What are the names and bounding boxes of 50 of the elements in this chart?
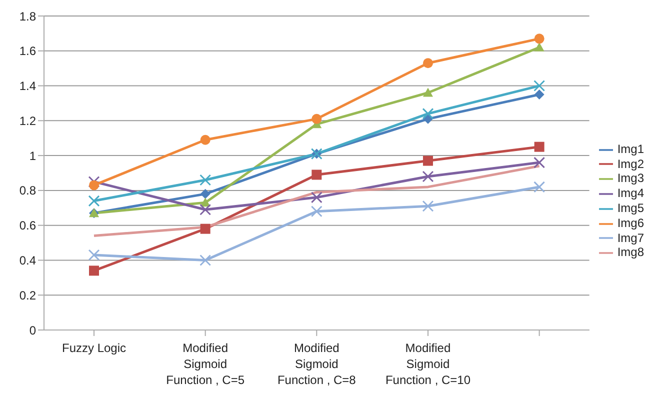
legend-label: Img7 bbox=[617, 230, 644, 245]
point bbox=[534, 90, 544, 100]
y-tick-label: 1.2 bbox=[19, 114, 36, 128]
y-tick-label: 0.8 bbox=[19, 184, 36, 198]
point bbox=[534, 156, 546, 168]
point bbox=[422, 58, 433, 68]
line-series bbox=[92, 164, 541, 238]
y-tick-label: 0.2 bbox=[19, 288, 36, 302]
y-tick-label: 1.6 bbox=[19, 44, 36, 58]
point bbox=[422, 200, 434, 212]
point bbox=[312, 170, 322, 180]
legend-label: Img3 bbox=[617, 171, 644, 186]
point bbox=[534, 142, 544, 152]
point bbox=[200, 224, 210, 234]
point bbox=[200, 174, 212, 186]
point bbox=[422, 156, 433, 166]
point bbox=[422, 108, 434, 120]
y-tick-label: 0 bbox=[29, 323, 36, 338]
x-tick-label: Fuzzy Logic bbox=[62, 341, 126, 355]
point bbox=[422, 88, 433, 97]
point bbox=[312, 114, 322, 124]
legend-label: Img6 bbox=[617, 216, 644, 230]
point bbox=[200, 188, 210, 199]
x-tick-label: Modified Sigmoid Function , C=8 bbox=[277, 341, 356, 387]
point bbox=[534, 42, 544, 52]
legend-label: Img2 bbox=[617, 156, 644, 171]
point bbox=[310, 192, 322, 204]
y-tick-label: 0.6 bbox=[19, 218, 36, 233]
point bbox=[310, 206, 322, 218]
point bbox=[422, 170, 434, 182]
legend-label: Img1 bbox=[617, 142, 644, 156]
y-tick-label: 1.4 bbox=[19, 79, 36, 94]
x-tick-label: Modified Sigmoid Function , C=10 bbox=[385, 341, 471, 387]
point bbox=[89, 180, 99, 190]
point bbox=[534, 181, 546, 193]
point bbox=[88, 249, 100, 261]
point bbox=[200, 254, 212, 266]
point bbox=[89, 266, 99, 276]
point bbox=[200, 134, 210, 145]
x-tick-label: Modified Sigmoid Function , C=5 bbox=[166, 341, 245, 387]
y-tick-label: 1.8 bbox=[19, 9, 36, 24]
y-tick-label: 1 bbox=[29, 148, 36, 163]
point bbox=[534, 34, 544, 44]
legend-label: Img4 bbox=[617, 186, 644, 200]
y-tick-label: 0.4 bbox=[19, 253, 36, 268]
point bbox=[534, 80, 546, 92]
legend-label: Img8 bbox=[617, 245, 644, 260]
point bbox=[200, 204, 212, 216]
legend-label: Img5 bbox=[617, 201, 644, 215]
point bbox=[88, 195, 100, 207]
